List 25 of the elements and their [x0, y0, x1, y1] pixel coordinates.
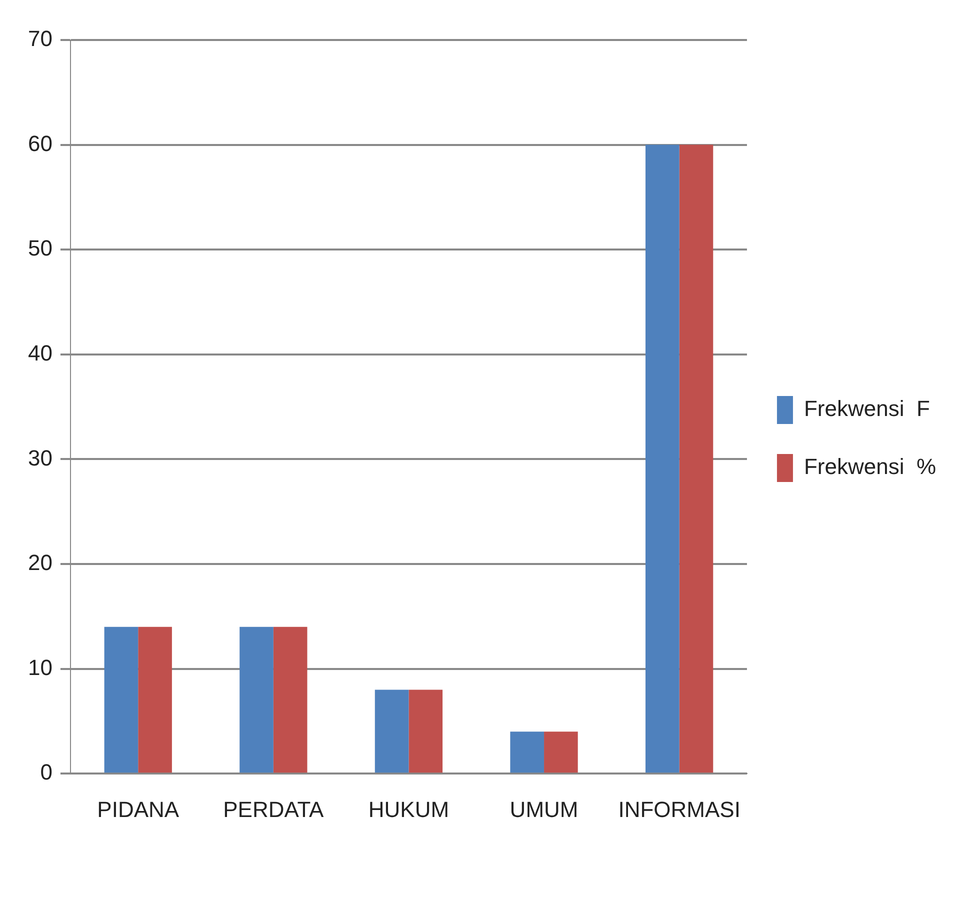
- x-tick-label: HUKUM: [368, 796, 450, 822]
- legend-label: Frekwensi %: [804, 454, 936, 480]
- bar: [408, 690, 443, 773]
- bar: [240, 626, 274, 773]
- y-tick-label: 20: [28, 550, 52, 576]
- y-tick-label: 50: [28, 236, 52, 261]
- bar: [679, 144, 714, 773]
- x-tick-label: PIDANA: [97, 796, 180, 822]
- bar: [374, 690, 409, 773]
- y-tick-label: 40: [28, 340, 52, 366]
- x-tick-label: INFORMASI: [618, 796, 740, 822]
- bar: [544, 732, 578, 773]
- bar: [510, 732, 544, 773]
- bar: [104, 626, 138, 773]
- y-tick-label: 30: [28, 445, 52, 470]
- bar: [645, 144, 680, 773]
- y-tick-label: 10: [28, 654, 52, 680]
- y-tick-label: 60: [28, 130, 52, 156]
- y-tick-label: 70: [28, 26, 52, 52]
- x-tick-label: PERDATA: [223, 796, 324, 822]
- bar: [138, 626, 172, 773]
- y-tick-label: 0: [40, 760, 52, 785]
- bar: [273, 626, 308, 773]
- legend-label: Frekwensi F: [804, 396, 930, 422]
- x-tick-label: UMUM: [510, 796, 578, 822]
